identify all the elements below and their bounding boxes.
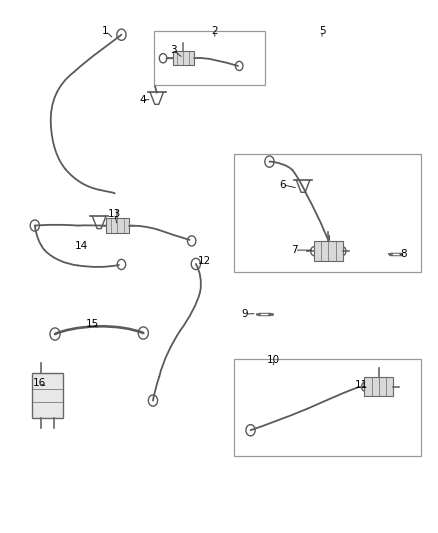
Text: 10: 10 — [267, 354, 280, 365]
Bar — [32, 373, 63, 418]
Text: 3: 3 — [170, 45, 177, 55]
Text: 6: 6 — [279, 180, 286, 190]
Bar — [364, 377, 393, 397]
Text: 8: 8 — [401, 249, 407, 259]
Bar — [173, 51, 194, 66]
Bar — [154, 31, 265, 85]
Text: 12: 12 — [198, 256, 211, 266]
Bar — [234, 154, 421, 272]
Text: 7: 7 — [291, 245, 298, 255]
Text: 15: 15 — [86, 319, 99, 329]
Bar — [234, 359, 421, 456]
Text: 14: 14 — [74, 241, 88, 251]
Text: 2: 2 — [212, 26, 218, 36]
Bar — [106, 218, 129, 233]
Text: 11: 11 — [354, 380, 368, 390]
Text: 16: 16 — [32, 378, 46, 388]
Bar — [314, 241, 343, 261]
Text: 4: 4 — [139, 95, 146, 104]
Text: 1: 1 — [102, 26, 109, 36]
Text: 9: 9 — [242, 309, 248, 319]
Text: 13: 13 — [108, 209, 121, 219]
Text: 5: 5 — [319, 26, 325, 36]
